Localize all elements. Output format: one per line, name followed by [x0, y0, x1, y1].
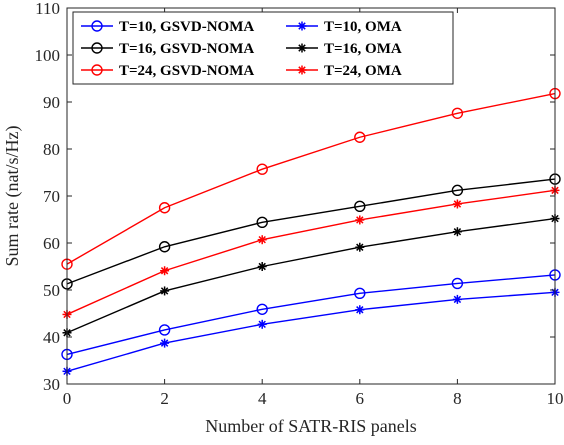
- series-line: [66, 178, 556, 285]
- y-tick-label: 50: [43, 281, 60, 300]
- series-3: [62, 214, 560, 338]
- legend-entry: T=16, OMA: [286, 41, 402, 57]
- legend-marker: [91, 20, 103, 32]
- data-point: [452, 294, 462, 304]
- y-axis-label: Sum rate (nat/s/Hz): [2, 126, 23, 267]
- legend-entry: T=24, OMA: [286, 63, 402, 79]
- legend-marker: [297, 21, 307, 31]
- data-point: [160, 286, 170, 296]
- series-line: [66, 217, 556, 334]
- legend-label: T=10, GSVD-NOMA: [119, 19, 254, 35]
- ticks-layer: 0 2 4 6 8 10 30 40 50 60 70 80 90 100 110: [35, 0, 564, 408]
- data-point: [257, 262, 267, 271]
- x-tick-label: 0: [63, 389, 72, 408]
- data-point: [452, 227, 462, 237]
- x-tick-label: 2: [160, 389, 169, 408]
- data-point: [160, 338, 170, 348]
- x-tick-label: 8: [453, 389, 462, 408]
- data-point: [355, 242, 365, 252]
- series-line: [66, 189, 556, 316]
- y-tick-label: 80: [43, 140, 60, 159]
- y-tick-label: 70: [43, 187, 60, 206]
- data-point: [256, 163, 268, 175]
- legend-label: T=10, OMA: [324, 19, 402, 35]
- series-layer: [61, 87, 561, 376]
- y-tick-label: 40: [43, 328, 60, 347]
- legend-entry: T=16, GSVD-NOMA: [81, 41, 254, 57]
- x-tick-label: 6: [356, 389, 365, 408]
- series-5: [62, 185, 560, 319]
- series-4: [61, 87, 561, 270]
- x-tick-label: 4: [258, 389, 267, 408]
- x-tick-label: 10: [547, 389, 564, 408]
- data-point: [355, 305, 365, 315]
- data-point: [158, 202, 171, 214]
- legend-label: T=24, OMA: [324, 63, 402, 79]
- y-tick-label: 100: [35, 46, 61, 65]
- legend-entry: T=10, GSVD-NOMA: [81, 19, 254, 35]
- legend-box: [72, 11, 454, 85]
- y-tick-label: 110: [35, 0, 60, 18]
- data-point: [451, 184, 464, 197]
- data-point: [257, 319, 267, 329]
- legend-marker: [91, 42, 103, 54]
- legend-entry: T=24, GSVD-NOMA: [81, 63, 254, 79]
- data-point: [452, 199, 462, 209]
- legend-label: T=16, OMA: [324, 41, 402, 57]
- data-point: [158, 324, 171, 336]
- legend-label: T=24, GSVD-NOMA: [119, 63, 254, 79]
- data-point: [354, 287, 366, 299]
- data-point: [451, 107, 464, 119]
- data-point: [257, 235, 267, 245]
- series-2: [61, 173, 561, 290]
- y-tick-label: 60: [43, 234, 60, 253]
- data-point: [354, 200, 366, 213]
- series-line: [66, 291, 556, 372]
- series-line: [66, 92, 556, 265]
- data-point: [355, 215, 365, 225]
- data-point: [160, 266, 170, 276]
- data-point: [158, 241, 171, 253]
- y-tick-label: 90: [43, 93, 60, 112]
- legend: T=10, GSVD-NOMA T=10, OMA T=16, GSVD-NOMA T…: [72, 11, 454, 85]
- y-tick-label: 30: [43, 375, 60, 394]
- series-line: [66, 274, 556, 356]
- legend-marker: [297, 43, 307, 53]
- legend-marker: [91, 64, 103, 76]
- data-point: [256, 216, 268, 229]
- legend-entry: T=10, OMA: [286, 19, 402, 35]
- legend-label: T=16, GSVD-NOMA: [119, 41, 254, 57]
- data-point: [256, 303, 268, 315]
- data-point: [451, 277, 464, 290]
- legend-marker: [297, 65, 307, 75]
- x-axis-label: Number of SATR-RIS panels: [205, 416, 416, 436]
- data-point: [354, 131, 366, 143]
